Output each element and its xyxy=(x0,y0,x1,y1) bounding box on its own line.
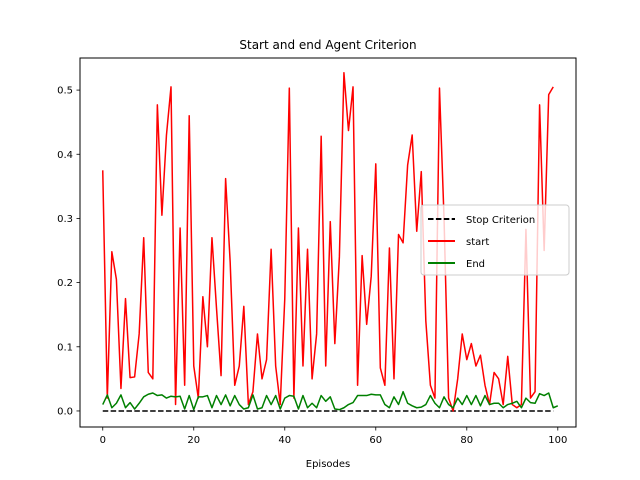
chart-title: Start and end Agent Criterion xyxy=(239,38,416,52)
x-tick-label: 60 xyxy=(369,435,382,446)
y-tick-label: 0.2 xyxy=(57,278,73,289)
legend: Stop Criterion start End xyxy=(420,204,570,276)
legend-label-start: start xyxy=(466,237,489,248)
plot-area-frame xyxy=(79,57,577,428)
legend-label-stop-criterion: Stop Criterion xyxy=(466,215,535,226)
x-tick-label: 0 xyxy=(100,435,106,446)
y-tick-label: 0.5 xyxy=(57,86,73,97)
x-axis-label: Episodes xyxy=(306,459,350,470)
y-tick-label: 0.1 xyxy=(57,342,73,353)
y-tick-label: 0.0 xyxy=(57,406,73,417)
series-line-end xyxy=(102,390,559,411)
y-tick-label: 0.3 xyxy=(57,214,73,225)
series-layer xyxy=(102,72,559,412)
x-tick-label: 80 xyxy=(460,435,473,446)
y-tick-label: 0.4 xyxy=(57,150,73,161)
x-tick-label: 40 xyxy=(278,435,291,446)
x-tick-label: 20 xyxy=(187,435,200,446)
legend-label-end: End xyxy=(466,259,485,270)
series-line-start xyxy=(102,72,554,412)
tick-layer: 0 20 40 60 80 100 0.0 0.1 0.2 0.3 0.4 0.5 xyxy=(57,86,567,446)
x-tick-label: 100 xyxy=(548,435,567,446)
legend-box xyxy=(420,204,570,276)
